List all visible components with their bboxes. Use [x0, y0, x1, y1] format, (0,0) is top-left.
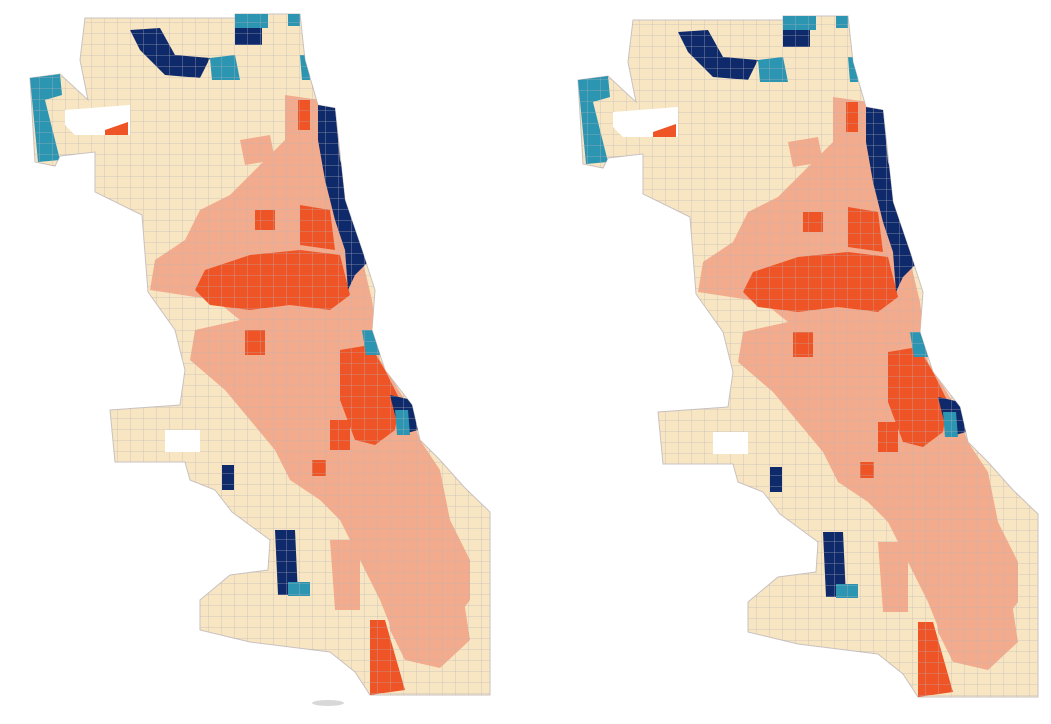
map-right: [548, 2, 1051, 724]
map-left: [0, 0, 520, 724]
shadow: [312, 700, 344, 706]
